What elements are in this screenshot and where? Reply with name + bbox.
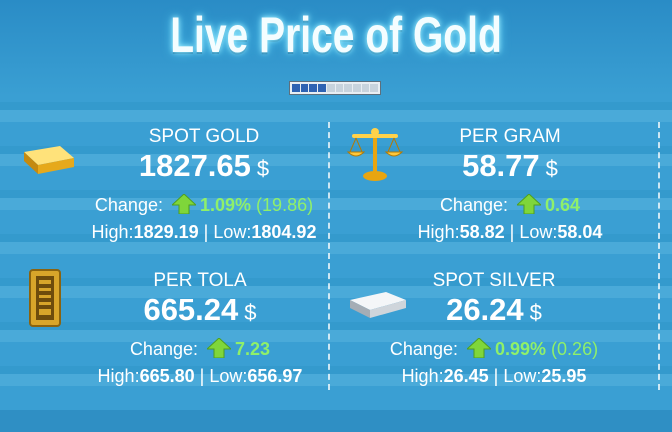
card-price: 58.77 $ <box>462 148 558 183</box>
card-spot-silver: SPOT SILVER 26.24 $ Change: 0.99% (0.26) … <box>334 270 654 390</box>
card-label: PER GRAM <box>459 126 561 147</box>
column-divider <box>328 122 330 390</box>
card-per-gram: PER GRAM 58.77 $ Change: 0.64 High:58.82 … <box>346 126 670 246</box>
gold-bar-icon <box>24 146 74 174</box>
up-arrow-icon <box>517 194 542 214</box>
card-change: Change: 0.99% (0.26) <box>389 338 599 359</box>
card-change: Change: 7.23 <box>129 338 271 359</box>
card-high-low: High:26.45 | Low:25.95 <box>401 366 587 386</box>
card-per-tola: PER TOLA 665.24 $ Change: 7.23 High:665.8… <box>29 269 360 390</box>
card-price: 665.24 $ <box>143 292 257 327</box>
loading-indicator <box>289 81 381 95</box>
up-arrow-icon <box>171 194 196 214</box>
card-spot-gold: SPOT GOLD 1827.65 $ Change: 1.09% (19.86)… <box>24 126 364 246</box>
balance-scale-icon <box>346 128 404 181</box>
card-price: 26.24 $ <box>446 292 542 327</box>
card-high-low: High:58.82 | Low:58.04 <box>417 222 603 242</box>
page-title: Live Price of Gold <box>170 7 502 63</box>
up-arrow-icon <box>466 338 491 358</box>
card-high-low: High:665.80 | Low:656.97 <box>97 366 303 386</box>
tola-bar-icon <box>29 269 61 327</box>
card-label: SPOT GOLD <box>148 126 260 147</box>
up-arrow-icon <box>207 338 232 358</box>
title-bar <box>0 0 672 96</box>
card-label: SPOT SILVER <box>432 270 556 291</box>
silver-bar-icon <box>350 292 406 318</box>
card-change: Change: 1.09% (19.86) <box>94 194 314 215</box>
card-high-low: High:1829.19 | Low:1804.92 <box>91 222 317 242</box>
card-change: Change: 0.64 <box>439 194 581 215</box>
card-label: PER TOLA <box>153 270 247 291</box>
right-divider <box>658 122 660 390</box>
card-price: 1827.65 $ <box>138 148 270 183</box>
